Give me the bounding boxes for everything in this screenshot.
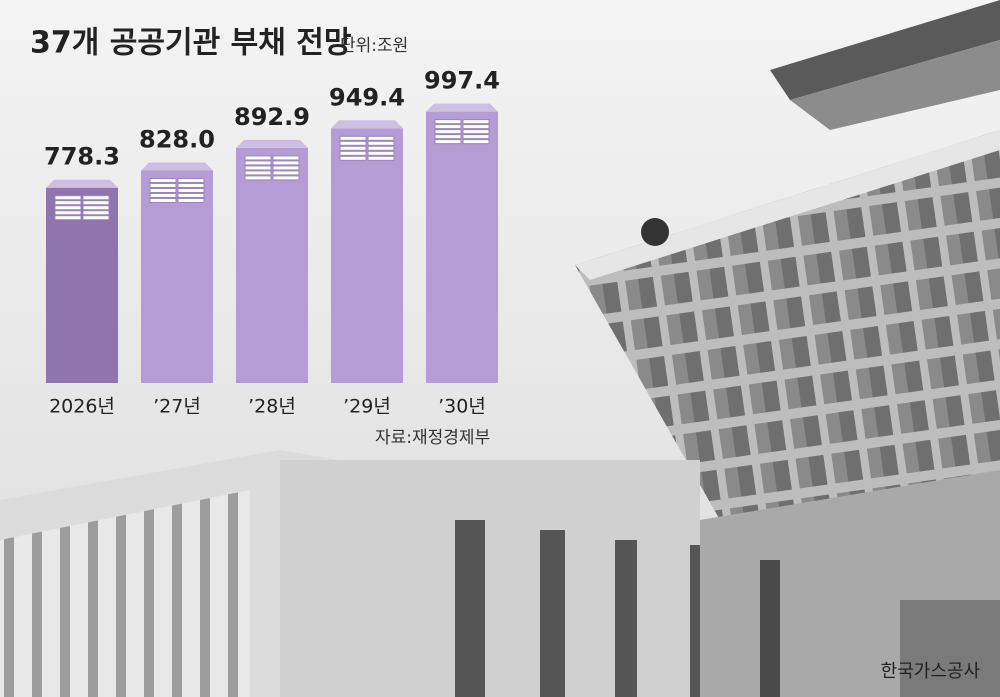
money-stack-icon <box>244 160 272 166</box>
money-stack-icon <box>272 160 300 166</box>
money-stack-icon <box>54 200 82 206</box>
bar <box>141 170 213 383</box>
money-stack-icon <box>54 210 82 216</box>
value-label: 997.4 <box>424 67 500 95</box>
money-stack-icon <box>149 197 177 203</box>
value-label: 949.4 <box>329 83 405 111</box>
money-stack-icon <box>177 187 205 193</box>
money-stack-icon <box>177 182 205 188</box>
money-stack-icon <box>149 187 177 193</box>
money-stack-icon <box>367 140 395 146</box>
bar-cap <box>236 139 308 148</box>
money-stack-icon <box>434 124 462 130</box>
money-stack-icon <box>177 177 205 183</box>
money-stack-icon <box>82 195 110 201</box>
money-stack-icon <box>244 175 272 181</box>
bar-cap <box>426 103 498 112</box>
x-tick-label: ’29년 <box>343 396 391 418</box>
x-tick-label: ’30년 <box>438 396 486 418</box>
money-stack-icon <box>434 119 462 125</box>
money-stack-icon <box>177 197 205 203</box>
value-label: 892.9 <box>234 103 310 131</box>
money-stack-icon <box>272 155 300 161</box>
money-stack-icon <box>434 134 462 140</box>
source: 자료:재정경제부 <box>375 428 490 448</box>
money-stack-icon <box>462 139 490 145</box>
bar <box>46 187 118 383</box>
money-stack-icon <box>177 192 205 198</box>
money-stack-icon <box>462 119 490 125</box>
money-stack-icon <box>272 175 300 181</box>
x-tick-label: ’27년 <box>153 396 201 418</box>
money-stack-icon <box>272 165 300 171</box>
money-stack-icon <box>367 155 395 161</box>
money-stack-icon <box>339 135 367 141</box>
photo-credit: 한국가스공사 <box>881 661 981 682</box>
money-stack-icon <box>462 134 490 140</box>
money-stack-icon <box>149 192 177 198</box>
chart-title: 37개 공공기관 부채 전망 <box>30 26 352 61</box>
bar-cap <box>46 179 118 188</box>
money-stack-icon <box>462 124 490 130</box>
money-stack-icon <box>434 129 462 135</box>
money-stack-icon <box>244 170 272 176</box>
money-stack-icon <box>244 155 272 161</box>
bar <box>331 128 403 383</box>
money-stack-icon <box>462 129 490 135</box>
x-tick-label: 2026년 <box>49 396 115 418</box>
money-stack-icon <box>82 200 110 206</box>
money-stack-icon <box>82 210 110 216</box>
bar-cap <box>331 120 403 129</box>
money-stack-icon <box>339 145 367 151</box>
money-stack-icon <box>54 195 82 201</box>
money-stack-icon <box>82 205 110 211</box>
money-stack-icon <box>367 135 395 141</box>
money-stack-icon <box>54 205 82 211</box>
money-stack-icon <box>434 139 462 145</box>
money-stack-icon <box>367 145 395 151</box>
money-stack-icon <box>367 150 395 156</box>
value-label: 778.3 <box>44 143 120 171</box>
money-stack-icon <box>82 215 110 221</box>
money-stack-icon <box>149 177 177 183</box>
value-label: 828.0 <box>139 125 215 153</box>
unit-label: 단위:조원 <box>340 36 408 56</box>
money-stack-icon <box>339 155 367 161</box>
bar <box>236 147 308 383</box>
money-stack-icon <box>54 215 82 221</box>
money-stack-icon <box>272 170 300 176</box>
money-stack-icon <box>339 140 367 146</box>
money-stack-icon <box>149 182 177 188</box>
bar-cap <box>141 162 213 171</box>
money-stack-icon <box>339 150 367 156</box>
money-stack-icon <box>244 165 272 171</box>
bar <box>426 111 498 384</box>
x-tick-label: ’28년 <box>248 396 296 418</box>
